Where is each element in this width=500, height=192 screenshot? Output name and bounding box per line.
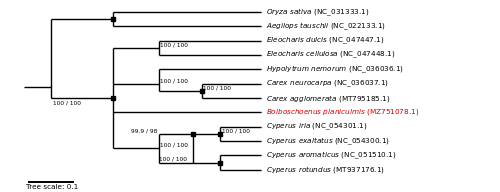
Text: 100 / 100: 100 / 100 (160, 78, 188, 83)
Text: $\it{Bolboschoenus}$ $\it{planiculmis}$ (MZ751078.1): $\it{Bolboschoenus}$ $\it{planiculmis}$ … (266, 107, 420, 117)
Text: $\it{Oryza}$ $\it{sativa}$ (NC_031333.1): $\it{Oryza}$ $\it{sativa}$ (NC_031333.1) (266, 6, 370, 18)
Text: $\it{Aegilops}$ $\it{tauschii}$ (NC_022133.1): $\it{Aegilops}$ $\it{tauschii}$ (NC_0221… (266, 21, 386, 32)
Text: 100 / 100: 100 / 100 (54, 100, 82, 105)
Text: $\it{Cyperus}$ $\it{exaltatus}$ (NC_054300.1): $\it{Cyperus}$ $\it{exaltatus}$ (NC_0543… (266, 135, 390, 147)
Text: $\it{Carex}$ $\it{agglomerata}$ (MT795185.1): $\it{Carex}$ $\it{agglomerata}$ (MT79518… (266, 93, 390, 103)
Text: 100 / 100: 100 / 100 (160, 42, 188, 47)
Text: $\it{Hypolytrum}$ $\it{nemorum}$ (NC_036036.1): $\it{Hypolytrum}$ $\it{nemorum}$ (NC_036… (266, 64, 404, 75)
Text: Tree scale: 0.1: Tree scale: 0.1 (26, 184, 78, 190)
Text: 100 / 100: 100 / 100 (158, 157, 186, 162)
Text: $\it{Cyperus}$ $\it{iria}$ (NC_054301.1): $\it{Cyperus}$ $\it{iria}$ (NC_054301.1) (266, 122, 368, 132)
Text: 99.9 / 98: 99.9 / 98 (131, 128, 158, 133)
Text: 100 / 100: 100 / 100 (222, 128, 250, 133)
Text: $\it{Cyperus}$ $\it{aromaticus}$ (NC_051510.1): $\it{Cyperus}$ $\it{aromaticus}$ (NC_051… (266, 150, 396, 161)
Text: 100 / 100: 100 / 100 (204, 85, 232, 90)
Text: $\it{Cyperus}$ $\it{rotundus}$ (MT937176.1): $\it{Cyperus}$ $\it{rotundus}$ (MT937176… (266, 164, 385, 175)
Text: $\it{Eleocharis}$ $\it{cellulosa}$ (NC_047448.1): $\it{Eleocharis}$ $\it{cellulosa}$ (NC_0… (266, 50, 396, 60)
Text: 100 / 100: 100 / 100 (160, 142, 188, 147)
Text: $\it{Eleocharis}$ $\it{dulcis}$ (NC_047447.1): $\it{Eleocharis}$ $\it{dulcis}$ (NC_0474… (266, 36, 384, 46)
Text: $\it{Carex}$ $\it{neurocarpa}$ (NC_036037.1): $\it{Carex}$ $\it{neurocarpa}$ (NC_03603… (266, 79, 389, 89)
